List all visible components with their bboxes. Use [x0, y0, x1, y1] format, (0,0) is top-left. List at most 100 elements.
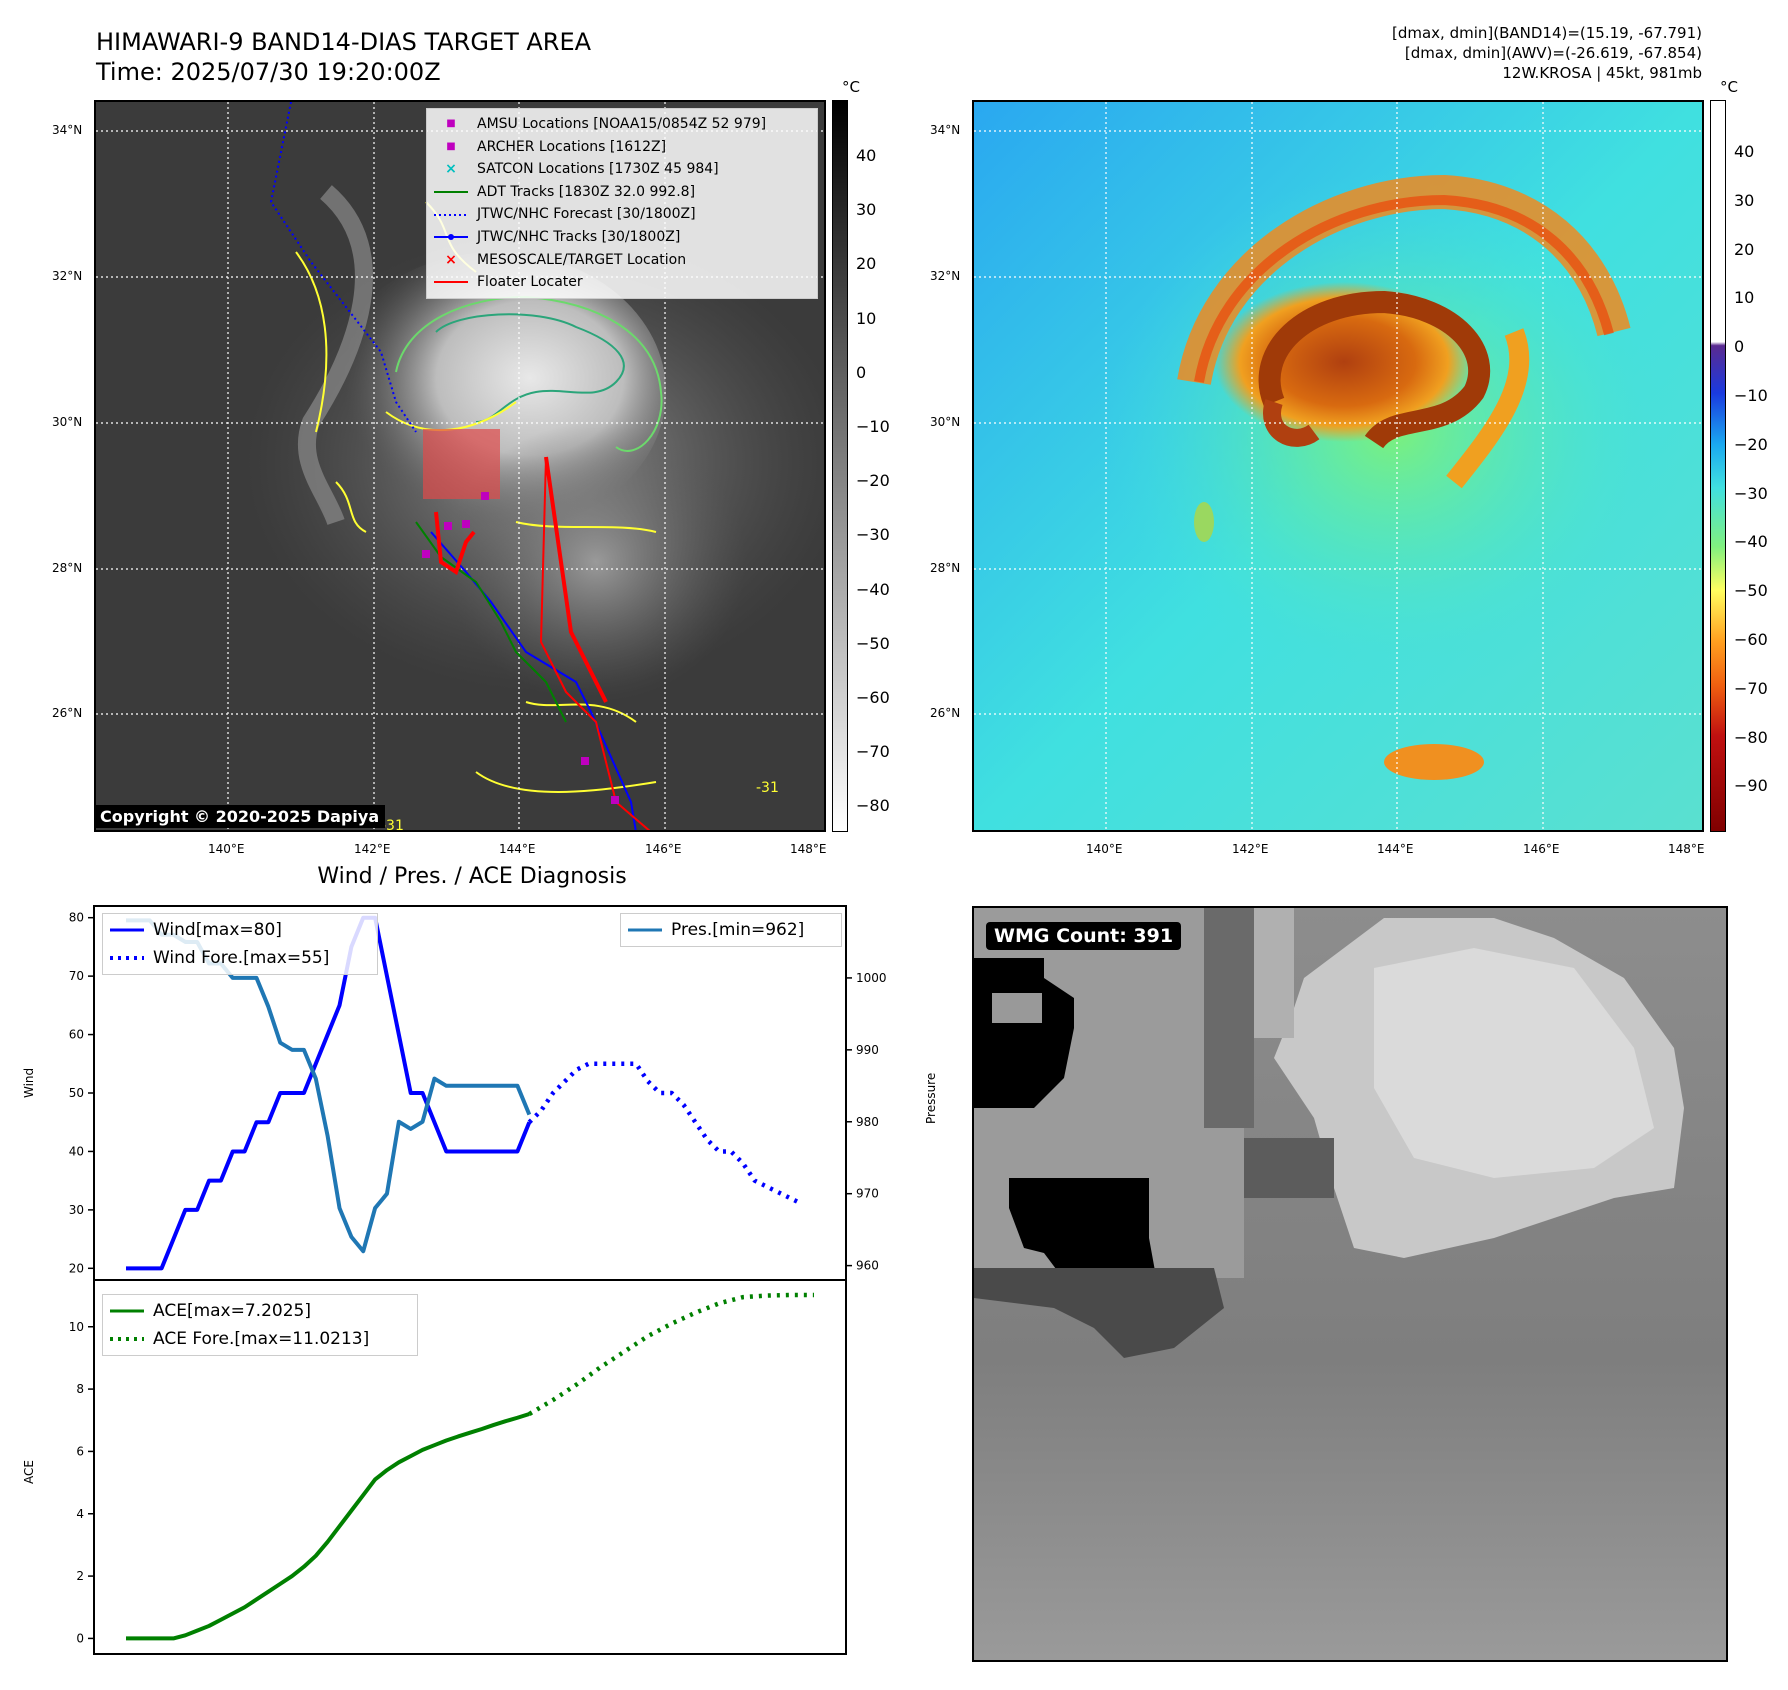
- adt-line-icon: [433, 190, 469, 194]
- ir-lat-label: 28°N: [52, 561, 83, 575]
- legend-label: ACE Fore.[max=11.0213]: [153, 1329, 370, 1349]
- legend-label: ACE[max=7.2025]: [153, 1301, 311, 1321]
- wv-colorbar-tick: −20: [1734, 434, 1768, 454]
- ir-lon-label: 148°E: [790, 842, 827, 856]
- legend-row: JTWC/NHC Forecast [30/1800Z]: [433, 203, 811, 226]
- pressure-tick-label: 970: [856, 1187, 879, 1201]
- ace-axis-label: ACE: [22, 1460, 36, 1484]
- wv-lat-label: 32°N: [930, 269, 961, 283]
- ir-colorbar-unit: °C: [842, 78, 860, 96]
- wv-colorbar-tick: 0: [1734, 337, 1745, 357]
- map-legend: ■ AMSU Locations [NOAA15/0854Z 52 979] ■ A…: [426, 108, 818, 299]
- ir-lat-label: 34°N: [52, 123, 83, 137]
- ir-colorbar-tick: −20: [856, 471, 890, 491]
- wv-lat-label: 28°N: [930, 561, 961, 575]
- ace-tick-label: 0: [76, 1631, 84, 1645]
- wind-tick-label: 30: [69, 1203, 84, 1217]
- legend-label: ADT Tracks [1830Z 32.0 992.8]: [477, 183, 696, 200]
- wv-lon-label: 144°E: [1377, 842, 1414, 856]
- ace-tick-label: 8: [76, 1382, 84, 1396]
- wv-lat-label: 26°N: [930, 706, 961, 720]
- wv-colorbar-tick: −30: [1734, 483, 1768, 503]
- wv-lat-label: 30°N: [930, 415, 961, 429]
- ace-tick-label: 4: [76, 1507, 84, 1521]
- wind-forecast-series-line: [527, 1061, 804, 1207]
- legend-row: Wind Fore.[max=55]: [109, 944, 371, 972]
- wv-colorbar-tick: −10: [1734, 386, 1768, 405]
- legend-row: JTWC/NHC Tracks [30/1800Z]: [433, 226, 811, 249]
- legend-row: × SATCON Locations [1730Z 45 984]: [433, 158, 811, 181]
- legend-label: JTWC/NHC Forecast [30/1800Z]: [477, 206, 696, 223]
- ir-colorbar-tick: −70: [856, 742, 890, 762]
- figure-time: Time: 2025/07/30 19:20:00Z: [96, 58, 441, 86]
- wind-tick-label: 60: [69, 1028, 84, 1042]
- ir-lat-label: 30°N: [52, 415, 83, 429]
- copyright-label: Copyright © 2020-2025 Dapiya: [96, 805, 386, 828]
- wv-colorbar: [1710, 100, 1726, 832]
- wv-lon-label: 142°E: [1232, 842, 1269, 856]
- wv-map-image: [974, 102, 1702, 830]
- ace-tick-label: 10: [69, 1320, 84, 1334]
- ace-tick-label: 2: [76, 1569, 84, 1583]
- wv-colorbar-tick: 20: [1734, 239, 1755, 259]
- ir-colorbar-tick: 20: [856, 254, 877, 274]
- figure-title: HIMAWARI-9 BAND14-DIAS TARGET AREA: [96, 28, 592, 56]
- pressure-legend: Pres.[min=962]: [620, 913, 842, 947]
- ir-colorbar-tick: 30: [856, 200, 877, 220]
- wind-line-icon: [109, 927, 145, 933]
- contour-label-2: -31: [756, 780, 779, 796]
- archer-marker-icon: ■: [446, 140, 456, 152]
- ace-line-icon: [109, 1308, 145, 1314]
- wind-forecast-line-icon: [109, 955, 145, 961]
- amsu-marker-icon: ■: [446, 118, 456, 129]
- target-marker-icon: ×: [445, 251, 457, 268]
- ace-legend: ACE[max=7.2025] ACE Fore.[max=11.0213]: [102, 1294, 418, 1356]
- satcon-marker-icon: ×: [445, 161, 457, 178]
- wv-lat-label: 34°N: [930, 123, 961, 137]
- ir-lon-label: 142°E: [354, 842, 391, 856]
- legend-row: ADT Tracks [1830Z 32.0 992.8]: [433, 181, 811, 204]
- legend-label: SATCON Locations [1730Z 45 984]: [477, 161, 719, 178]
- pressure-line-icon: [627, 927, 663, 933]
- wmg-panel: WMG Count: 391: [972, 906, 1728, 1662]
- ir-colorbar-tick: 0: [856, 362, 867, 382]
- ace-series-line: [126, 1412, 530, 1641]
- ir-colorbar-tick: −60: [856, 688, 890, 707]
- wind-axis-label: Wind: [22, 1067, 36, 1098]
- legend-row: × MESOSCALE/TARGET Location: [433, 249, 811, 272]
- wind-tick-label: 50: [69, 1086, 84, 1100]
- legend-label: Floater Locater: [477, 274, 583, 291]
- wv-colorbar-tick: −70: [1734, 678, 1768, 698]
- diagnosis-title: Wind / Pres. / ACE Diagnosis: [317, 864, 627, 889]
- wv-lon-label: 140°E: [1086, 842, 1123, 856]
- wv-colorbar-tick: −40: [1734, 532, 1768, 552]
- legend-label: JTWC/NHC Tracks [30/1800Z]: [477, 228, 681, 245]
- legend-row: Wind[max=80]: [109, 916, 371, 944]
- wv-colorbar-tick: −80: [1734, 727, 1768, 747]
- legend-label: Wind Fore.[max=55]: [153, 948, 330, 968]
- wv-colorbar-tick: 30: [1734, 190, 1755, 210]
- pressure-tick-label: 990: [856, 1043, 879, 1057]
- pressure-tick-label: 960: [856, 1259, 879, 1273]
- ir-lon-label: 140°E: [208, 842, 245, 856]
- wind-tick-label: 70: [69, 969, 84, 983]
- wv-colorbar-tick: 40: [1734, 142, 1755, 161]
- ace-tick-label: 6: [76, 1444, 84, 1458]
- ace-forecast-series-line: [528, 1292, 814, 1416]
- legend-label: Pres.[min=962]: [671, 920, 805, 940]
- wmg-image: [974, 908, 1726, 1660]
- wind-legend: Wind[max=80] Wind Fore.[max=55]: [102, 913, 378, 975]
- info-line-1: [dmax, dmin](BAND14)=(15.19, -67.791): [1391, 24, 1702, 42]
- ir-colorbar-tick: −30: [856, 525, 890, 545]
- legend-label: MESOSCALE/TARGET Location: [477, 251, 687, 268]
- pressure-axis-label: Pressure: [924, 1072, 938, 1124]
- ir-lon-label: 146°E: [645, 842, 682, 856]
- ir-colorbar-tick: 40: [856, 146, 877, 165]
- ir-colorbar-tick: −10: [856, 417, 890, 436]
- ir-colorbar-tick: −50: [856, 633, 890, 653]
- legend-row: ■ ARCHER Locations [1612Z]: [433, 136, 811, 159]
- info-line-3: 12W.KROSA | 45kt, 981mb: [1502, 64, 1702, 82]
- ir-colorbar-tick: −80: [856, 796, 890, 816]
- ir-lat-label: 32°N: [52, 269, 83, 283]
- ace-forecast-line-icon: [109, 1336, 145, 1342]
